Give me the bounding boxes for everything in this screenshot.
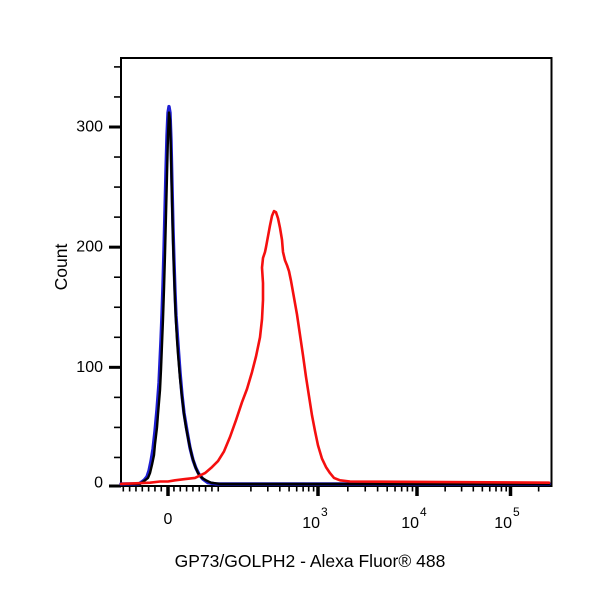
x-tick-label-1e5-base: 10 [494, 515, 512, 532]
x-axis-title: GP73/GOLPH2 - Alexa Fluor® 488 [175, 551, 446, 571]
y-tick-labels: 300 200 100 0 [76, 119, 103, 492]
x-tick-label-zero: 0 [164, 511, 173, 528]
x-tick-labels: 0 10 3 10 4 10 5 [164, 505, 520, 532]
y-tick-label-100: 100 [76, 359, 103, 376]
y-tick-label-0: 0 [94, 475, 103, 492]
curve-control-black [119, 111, 551, 486]
y-axis-title: Count [51, 244, 71, 291]
x-tick-label-1e3-base: 10 [302, 515, 320, 532]
y-tick-label-300: 300 [76, 119, 103, 136]
x-tick-label-1e4-exp: 4 [420, 505, 427, 519]
plot-frame [120, 57, 553, 487]
y-tick-label-200: 200 [76, 239, 103, 256]
curve-gp73-stained-red [119, 209, 551, 486]
x-tick-label-1e5-exp: 5 [513, 505, 520, 519]
x-axis-ticks [122, 486, 540, 496]
x-tick-label-1e4-base: 10 [401, 515, 419, 532]
y-axis-ticks [109, 66, 121, 488]
histogram-curves [119, 104, 551, 486]
x-tick-label-1e3-exp: 3 [321, 505, 328, 519]
